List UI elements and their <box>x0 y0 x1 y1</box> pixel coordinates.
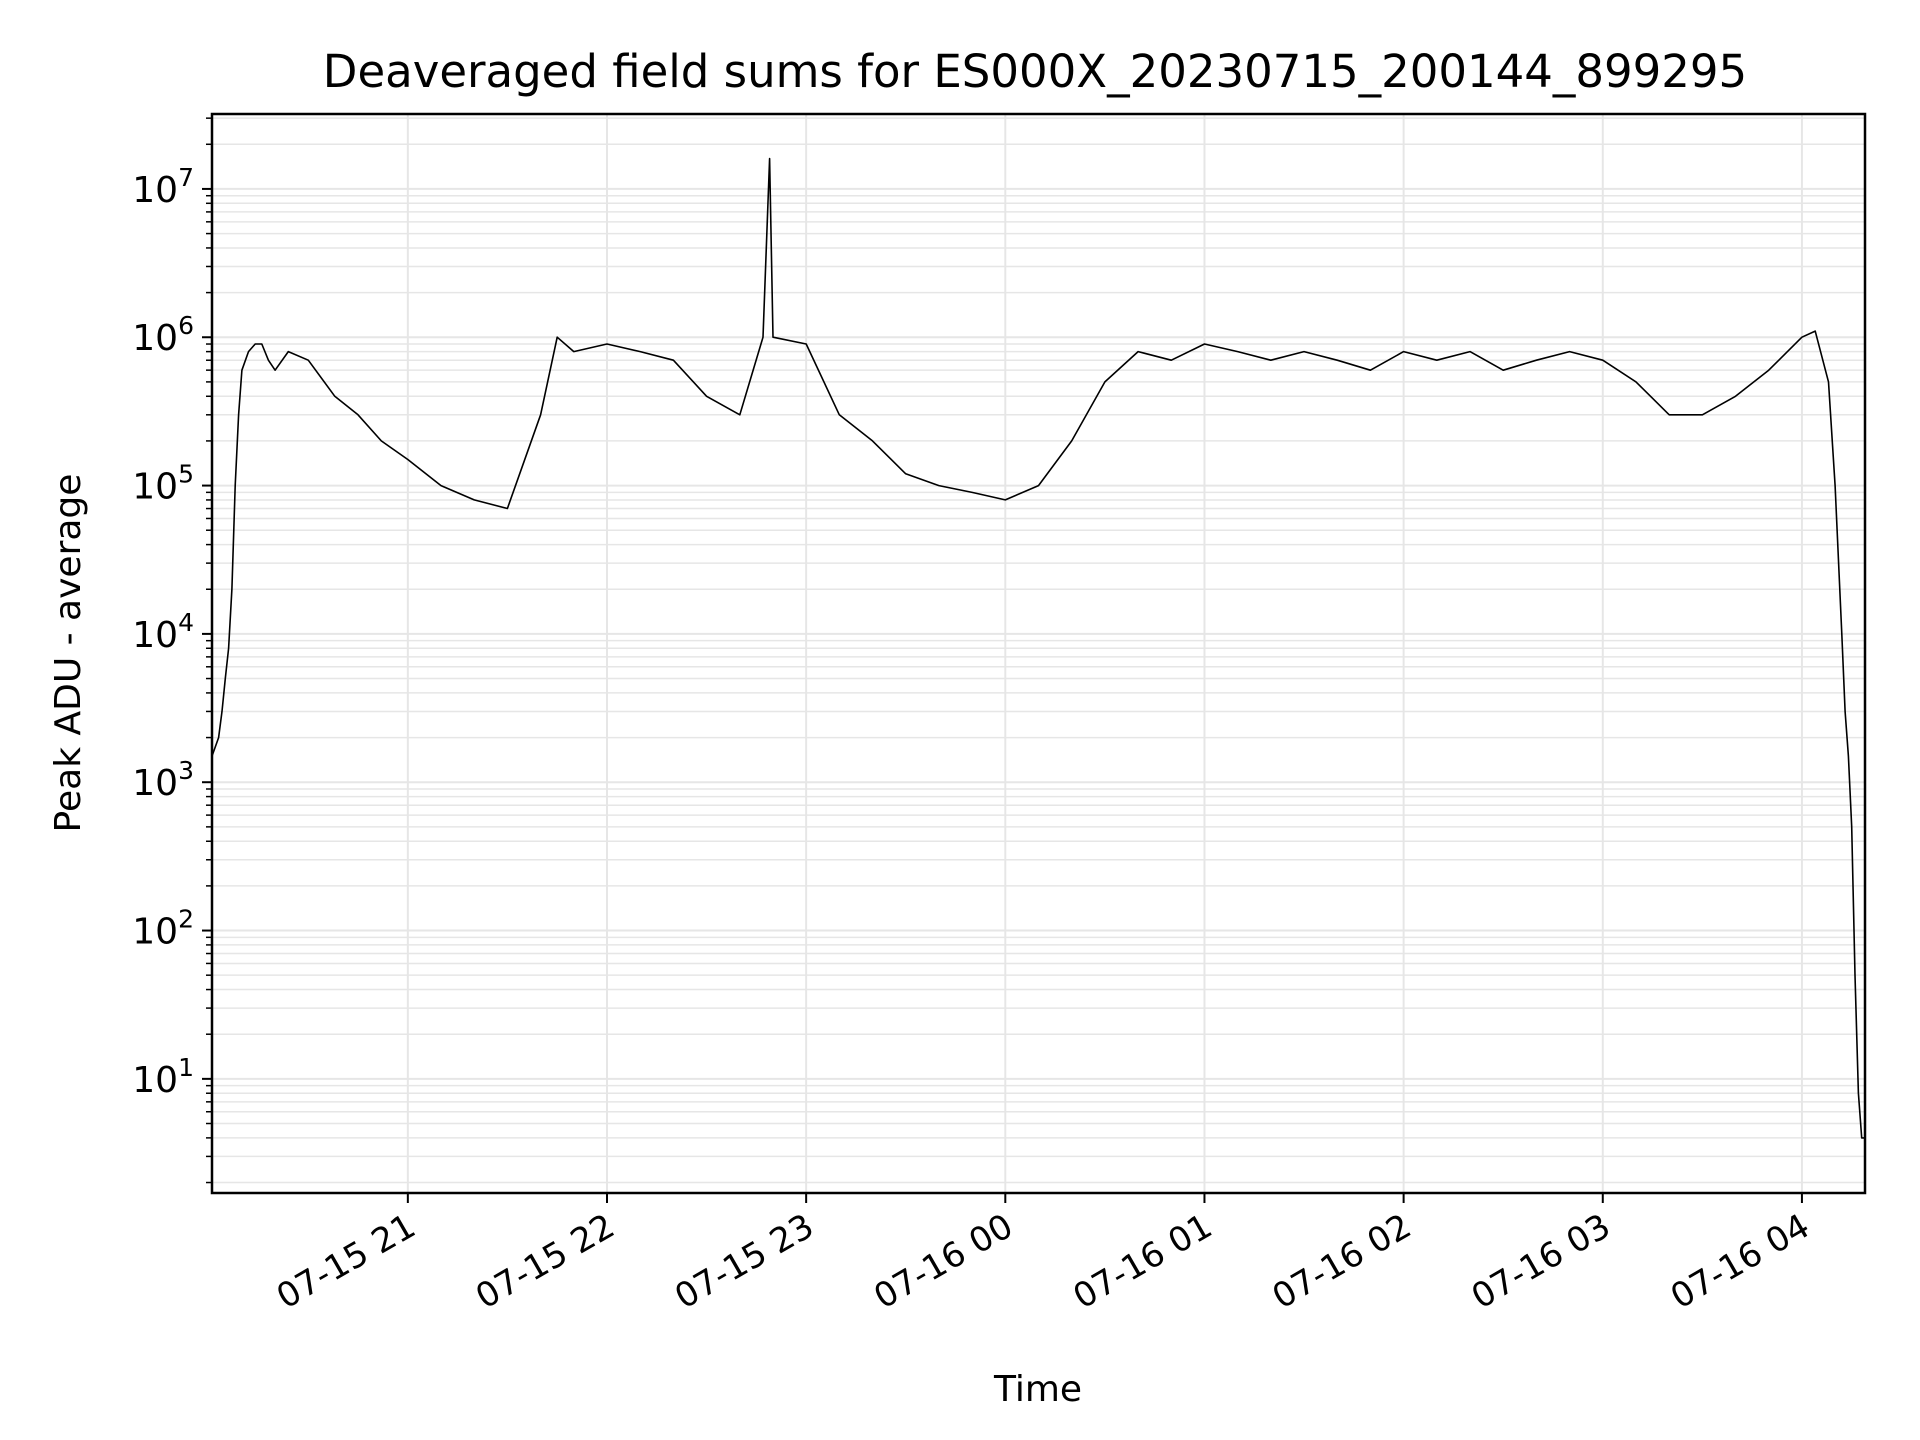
y-tick-label-base: 10 <box>132 467 178 508</box>
y-tick-label: 101 <box>132 1053 194 1101</box>
y-tick-label: 103 <box>132 756 194 804</box>
grid <box>212 114 1865 1193</box>
y-tick-label-exponent: 6 <box>178 311 194 340</box>
y-tick-label-exponent: 4 <box>178 608 194 637</box>
chart-title: Deaveraged field sums for ES000X_2023071… <box>323 45 1747 98</box>
y-tick-label-exponent: 5 <box>178 460 194 489</box>
y-tick-label-base: 10 <box>132 763 178 804</box>
y-tick-label: 104 <box>132 608 194 656</box>
y-tick-label-exponent: 1 <box>178 1053 194 1082</box>
y-tick-label: 107 <box>132 163 194 211</box>
y-tick-label-base: 10 <box>132 318 178 359</box>
y-tick-label-base: 10 <box>132 615 178 656</box>
y-tick-label: 102 <box>132 905 194 953</box>
y-tick-label-exponent: 2 <box>178 905 194 934</box>
y-axis-label: Peak ADU - average <box>48 474 89 833</box>
y-tick-label-exponent: 3 <box>178 756 194 785</box>
plot-frame <box>210 112 1867 1195</box>
series-group <box>211 157 1865 1139</box>
y-tick-label-base: 10 <box>132 912 178 953</box>
y-tick-label: 105 <box>132 460 194 508</box>
y-tick-label-exponent: 7 <box>178 163 194 192</box>
x-axis-label: Time <box>993 1369 1082 1410</box>
y-tick-label-base: 10 <box>132 1060 178 1101</box>
series-line <box>211 157 1865 1139</box>
y-tick-label-base: 10 <box>132 170 178 211</box>
y-tick-label: 106 <box>132 311 194 359</box>
